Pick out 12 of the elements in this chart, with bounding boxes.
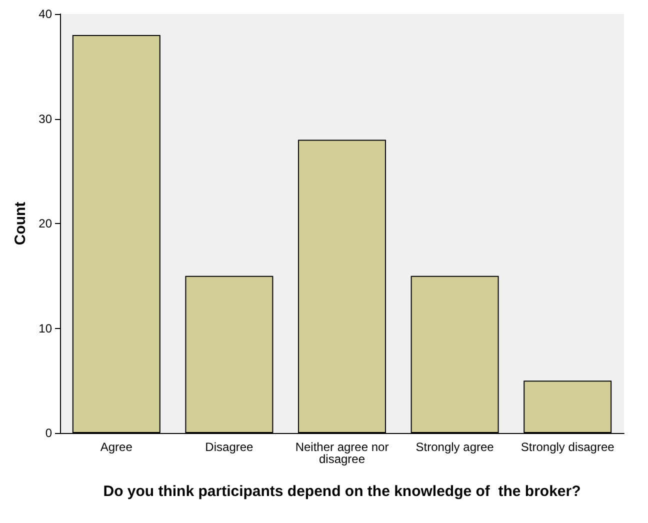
y-tick-label: 30 <box>38 112 52 126</box>
y-tick-label: 20 <box>38 216 52 230</box>
y-tick-label: 40 <box>38 7 52 21</box>
y-axis-title: Count <box>12 202 29 246</box>
x-tick-label: Strongly disagree <box>520 440 615 454</box>
y-tick-label: 10 <box>38 321 52 336</box>
x-tick-label: Strongly agree <box>416 440 494 454</box>
y-tick-label: 0 <box>45 426 52 440</box>
x-tick-label: Agree <box>100 440 133 454</box>
x-tick-label: Disagree <box>205 440 254 454</box>
x-axis-title: Do you think participants depend on the knowledge of the broker? <box>103 483 581 500</box>
x-tick-label: Neither agree nor disagree <box>295 440 389 466</box>
